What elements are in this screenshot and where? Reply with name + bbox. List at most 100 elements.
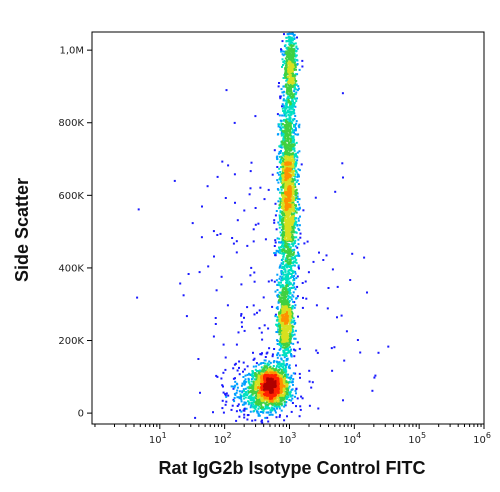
data-point: [294, 239, 297, 242]
data-point: [286, 264, 289, 267]
data-point: [291, 170, 294, 173]
data-point: [279, 166, 282, 169]
data-point: [293, 49, 295, 52]
data-point: [286, 232, 289, 235]
data-point: [265, 386, 268, 389]
data-point: [299, 376, 301, 379]
data-point: [284, 44, 287, 47]
data-point: [285, 263, 288, 266]
data-point: [299, 236, 302, 239]
data-point: [281, 334, 284, 336]
data-point: [281, 342, 284, 345]
data-point: [254, 388, 256, 391]
data-point: [279, 202, 282, 204]
data-point: [282, 154, 285, 157]
data-point: [273, 407, 276, 410]
data-point: [260, 376, 263, 379]
data-point: [282, 136, 285, 139]
data-point: [285, 196, 288, 199]
data-point: [331, 268, 334, 271]
data-point: [296, 73, 299, 76]
data-point: [260, 372, 263, 375]
data-point: [271, 409, 274, 412]
data-point: [302, 296, 304, 299]
data-point: [252, 376, 255, 379]
data-point: [243, 393, 246, 396]
data-point: [279, 331, 282, 334]
data-point: [287, 253, 290, 256]
data-point: [293, 79, 296, 82]
data-point: [286, 315, 289, 317]
data-point: [271, 173, 274, 176]
data-point: [252, 372, 255, 375]
data-point: [293, 147, 296, 150]
data-point: [285, 233, 287, 236]
data-point: [291, 328, 294, 331]
data-point: [287, 205, 289, 208]
data-point: [294, 288, 297, 291]
data-point: [289, 81, 292, 84]
data-point: [269, 390, 272, 393]
data-point: [260, 385, 263, 387]
data-point: [232, 242, 235, 245]
data-point: [288, 145, 291, 148]
data-point: [288, 266, 291, 268]
data-point: [286, 357, 289, 360]
data-point: [283, 227, 285, 230]
data-point: [284, 107, 287, 110]
data-point: [281, 270, 284, 273]
data-point: [251, 401, 254, 404]
data-point: [289, 148, 292, 151]
data-point: [264, 366, 267, 369]
data-point: [298, 224, 301, 227]
data-point: [252, 382, 255, 385]
data-point: [280, 379, 283, 382]
data-point: [295, 83, 298, 86]
data-point: [288, 343, 291, 346]
data-point: [285, 312, 288, 315]
data-point: [261, 411, 264, 413]
data-point: [291, 249, 294, 252]
data-point: [290, 199, 293, 202]
data-point: [279, 388, 282, 391]
data-point: [286, 118, 289, 121]
data-point: [239, 393, 242, 396]
data-point: [282, 160, 285, 163]
data-point: [284, 328, 287, 331]
data-point: [240, 384, 243, 387]
data-point: [282, 216, 285, 219]
data-point: [270, 391, 272, 394]
data-point: [296, 133, 299, 136]
data-point: [291, 127, 294, 130]
data-point: [276, 397, 279, 400]
data-point: [280, 131, 283, 134]
data-point: [274, 376, 277, 379]
data-point: [288, 335, 291, 338]
data-point: [276, 369, 279, 372]
data-point: [273, 149, 276, 152]
data-point: [283, 400, 286, 403]
data-point: [248, 381, 251, 384]
data-point: [288, 188, 291, 190]
data-point: [294, 270, 297, 273]
data-point: [212, 230, 215, 233]
data-point: [185, 315, 188, 318]
data-point: [284, 373, 286, 376]
data-point: [290, 187, 293, 190]
data-point: [293, 355, 296, 358]
data-point: [255, 362, 258, 365]
data-point: [285, 218, 288, 221]
data-point: [234, 394, 237, 397]
data-point: [250, 380, 253, 383]
data-point: [252, 358, 255, 361]
data-point: [279, 146, 282, 148]
data-point: [267, 403, 270, 406]
data-point: [283, 384, 286, 387]
data-point: [279, 217, 282, 220]
data-point: [291, 99, 294, 102]
data-point: [278, 407, 281, 410]
data-point: [281, 152, 284, 155]
data-point: [246, 414, 249, 417]
data-point: [287, 350, 290, 353]
data-point: [285, 107, 288, 110]
